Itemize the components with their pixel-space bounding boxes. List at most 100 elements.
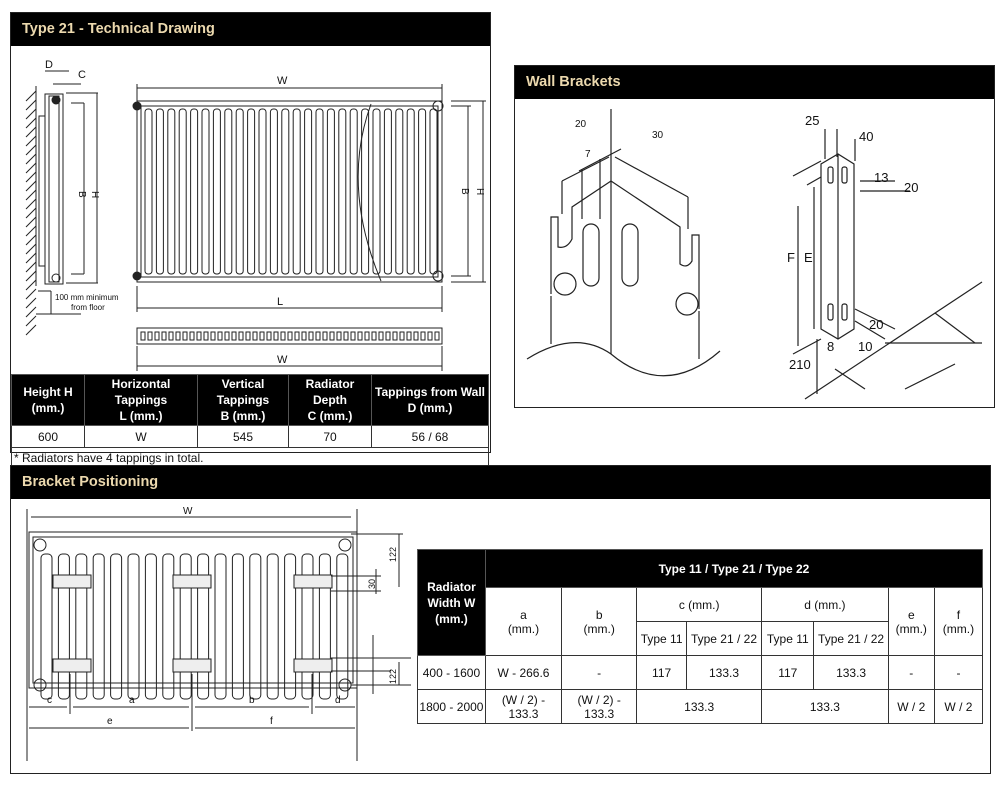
cell-f: W / 2 — [933, 689, 984, 724]
wall-hatch — [25, 207, 37, 219]
top-view-fin — [413, 331, 419, 341]
technical-spec-table: Height H (mm.) Horizontal Tappings L (mm.)… — [11, 374, 489, 468]
top-view-fin — [343, 331, 349, 341]
radiator-fin — [197, 553, 210, 700]
top-view-fin — [322, 331, 328, 341]
technical-drawing: D C B H 100 mm minimum from floor W B H … — [25, 59, 486, 371]
cell-d: 133.3 — [761, 689, 889, 724]
bracket — [172, 574, 212, 589]
label-L: L — [277, 296, 283, 308]
subheader-c-type21: Type 21 / 22 — [685, 621, 763, 656]
bracket — [52, 658, 92, 673]
label-W: W — [183, 506, 193, 517]
radiator-fin — [269, 108, 278, 275]
top-view-fin — [385, 331, 391, 341]
header-type-group: Type 11 / Type 21 / Type 22 — [484, 549, 984, 588]
top-view-fin — [357, 331, 363, 341]
label-H-front: H — [474, 188, 485, 195]
radiator-fin — [281, 108, 290, 275]
wall-hatch — [25, 189, 37, 201]
top-view-fin — [252, 331, 258, 341]
cell-a: W - 266.6 — [484, 655, 563, 690]
dim-20-bottom: 20 — [869, 317, 883, 332]
radiator-fin — [144, 108, 153, 275]
radiator-fin — [40, 553, 53, 700]
radiator-fin — [110, 553, 123, 700]
cell-c-type11: 117 — [636, 655, 687, 690]
wall-hatch — [25, 252, 37, 264]
label-b: b — [249, 695, 255, 706]
dim-30: 30 — [652, 130, 664, 141]
wall-brackets-panel: Wall Brackets 2 — [514, 65, 995, 408]
top-view-fin — [224, 331, 230, 341]
radiator-fin — [301, 553, 314, 700]
cell-d-type21: 133.3 — [813, 655, 889, 690]
radiator-fin — [292, 108, 301, 275]
top-view-fin — [231, 331, 237, 341]
wall-hatch — [25, 108, 37, 120]
top-view-fin — [406, 331, 412, 341]
radiator-fin — [406, 108, 415, 275]
dim-20: 20 — [575, 119, 587, 130]
subheader-c-type11: Type 11 — [636, 621, 687, 656]
radiator-fin — [179, 553, 192, 700]
top-view-fin — [273, 331, 279, 341]
top-view-fin — [378, 331, 384, 341]
top-view-fin — [140, 331, 146, 341]
wall-hatch — [25, 171, 37, 183]
top-view-fin — [182, 331, 188, 341]
radiator-fin — [178, 108, 187, 275]
radiator-fin — [315, 108, 324, 275]
header-f: f (mm.) — [933, 587, 984, 656]
radiator-fin — [338, 108, 347, 275]
top-view-fin — [280, 331, 286, 341]
radiator-fin — [212, 108, 221, 275]
top-view-fin — [266, 331, 272, 341]
dim-F: F — [787, 250, 795, 265]
radiator-fin — [304, 108, 313, 275]
top-view-fin — [399, 331, 405, 341]
label-c: c — [47, 695, 52, 706]
cell-height: 600 — [11, 425, 85, 448]
label-122-bottom: 122 — [388, 669, 398, 684]
wall-hatch — [25, 234, 37, 246]
top-view-fin — [364, 331, 370, 341]
cell-depth: 70 — [288, 425, 372, 448]
top-view-fin — [203, 331, 209, 341]
tappings-note: * Radiators have 4 tappings in total. — [11, 447, 489, 468]
wall-hatch — [25, 225, 37, 237]
radiator-fin — [258, 108, 267, 275]
radiator-fin — [162, 553, 175, 700]
radiator-fin — [57, 553, 70, 700]
wall-hatch — [25, 90, 37, 102]
radiator-fin — [318, 553, 331, 700]
dim-E: E — [804, 250, 813, 265]
table-row: 1800 - 2000 (W / 2) - 133.3 (W / 2) - 13… — [417, 689, 984, 724]
dim-25: 25 — [805, 113, 819, 128]
wall-brackets-drawing: 20 30 7 25 40 13 20 F E 20 8 10 210 — [526, 109, 983, 400]
top-view-fin — [259, 331, 265, 341]
header-vertical-tappings: Vertical Tappings B (mm.) — [197, 374, 289, 426]
radiator-fin — [214, 553, 227, 700]
top-view-fin — [392, 331, 398, 341]
label-B-front: B — [459, 188, 470, 195]
dim-40: 40 — [859, 129, 873, 144]
wall-hatch — [25, 198, 37, 210]
header-horizontal-tappings: Horizontal Tappings L (mm.) — [84, 374, 198, 426]
wall-brackets-title: Wall Brackets — [515, 66, 994, 99]
top-view-fin — [245, 331, 251, 341]
label-D: D — [45, 59, 53, 71]
radiator-fin — [235, 108, 244, 275]
header-e: e (mm.) — [887, 587, 935, 656]
wall-hatch — [25, 216, 37, 228]
radiator-fin — [349, 108, 358, 275]
top-view-fin — [161, 331, 167, 341]
radiator-fin — [383, 108, 392, 275]
label-122-top: 122 — [388, 547, 398, 562]
bracket — [293, 574, 333, 589]
floor-note: 100 mm minimum — [55, 293, 119, 302]
radiator-fin — [361, 108, 370, 275]
label-H-side: H — [89, 191, 100, 198]
wall-hatch — [25, 288, 37, 300]
radiator-fin — [92, 553, 105, 700]
